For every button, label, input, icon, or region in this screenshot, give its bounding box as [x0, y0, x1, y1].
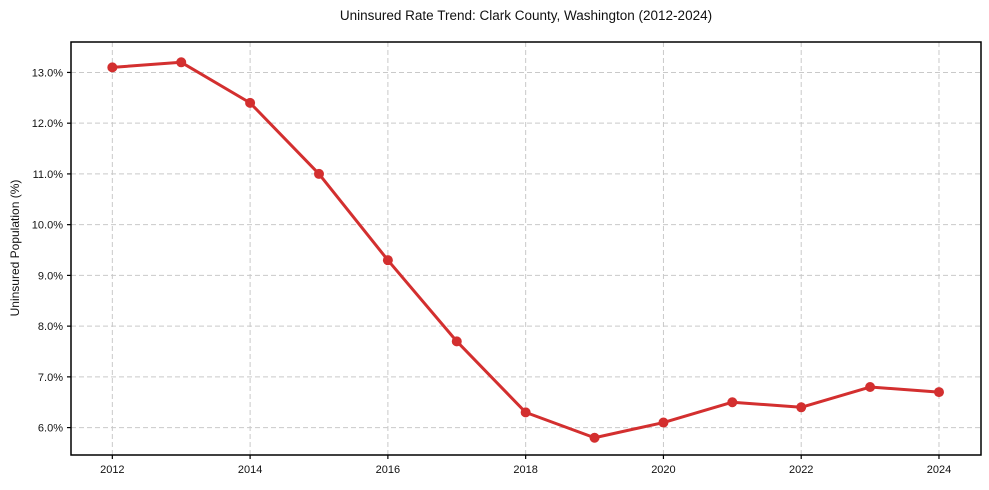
x-tick-label: 2018 — [513, 464, 537, 476]
x-tick-label: 2024 — [927, 464, 951, 476]
data-point — [451, 336, 462, 347]
y-tick-label: 9.0% — [38, 270, 63, 282]
y-tick-label: 6.0% — [38, 423, 63, 435]
y-tick-label: 13.0% — [32, 67, 63, 79]
x-tick-label: 2022 — [789, 464, 813, 476]
x-tick-label: 2014 — [238, 464, 262, 476]
data-point — [107, 62, 118, 73]
y-tick-label: 10.0% — [32, 220, 63, 232]
data-point — [313, 168, 324, 179]
x-tick-label: 2016 — [376, 464, 400, 476]
y-tick-label: 12.0% — [32, 118, 63, 130]
chart-title: Uninsured Rate Trend: Clark County, Wash… — [339, 8, 713, 23]
x-tick-label: 2012 — [100, 464, 124, 476]
data-point — [589, 432, 600, 443]
y-tick-label: 11.0% — [33, 169, 64, 181]
data-point — [176, 57, 187, 68]
y-tick-label: 7.0% — [38, 372, 63, 384]
data-point — [520, 407, 531, 418]
data-point — [727, 397, 738, 408]
data-point — [382, 255, 393, 266]
data-point — [245, 97, 256, 108]
data-point — [796, 402, 807, 413]
x-tick-label: 2020 — [651, 464, 675, 476]
data-point — [933, 387, 944, 398]
data-point — [865, 382, 876, 393]
data-point — [658, 417, 669, 428]
y-tick-label: 8.0% — [38, 321, 63, 333]
